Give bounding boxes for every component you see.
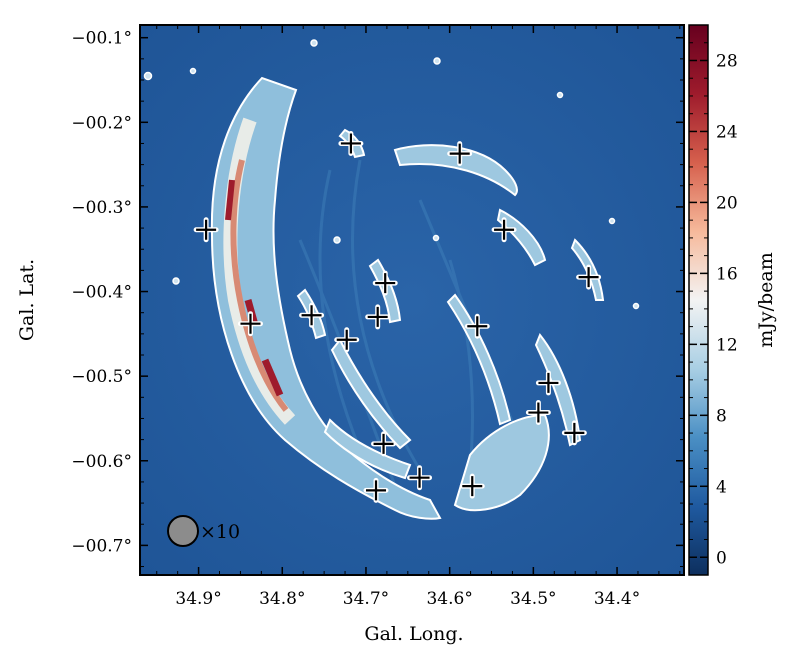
- source-marker: [525, 400, 551, 426]
- y-tick-label: −00.6°: [71, 452, 132, 472]
- beam-annotation: ×10: [200, 521, 240, 543]
- filament: [534, 333, 582, 447]
- point-source: [333, 236, 341, 244]
- texture-streak: [448, 259, 474, 471]
- cb-tick-label: 16: [716, 264, 738, 284]
- source-marker: [447, 141, 473, 167]
- y-tick-label: −00.1°: [71, 29, 132, 49]
- filament: [330, 338, 412, 450]
- source-marker: [464, 313, 490, 339]
- point-source: [433, 57, 441, 65]
- source-marker: [237, 311, 263, 337]
- cb-tick-label: 4: [716, 477, 727, 497]
- y-tick-label: −00.7°: [71, 536, 132, 556]
- plot-frame: [139, 24, 685, 576]
- x-tick-label: 34.7°: [343, 589, 389, 609]
- source-marker: [561, 420, 587, 446]
- x-axis-title: Gal. Long.: [364, 623, 463, 645]
- filament: [323, 418, 412, 480]
- cb-tick-label: 28: [716, 51, 738, 71]
- source-marker: [371, 431, 397, 457]
- y-tick-label: −00.4°: [71, 283, 132, 303]
- point-source: [189, 67, 197, 75]
- source-marker: [363, 477, 389, 503]
- source-marker: [459, 473, 485, 499]
- left-shell-peak: [230, 159, 289, 412]
- point-source: [432, 234, 440, 242]
- cb-tick-label: 8: [716, 406, 727, 426]
- x-tick-label: 34.6°: [426, 589, 472, 609]
- point-source: [172, 277, 180, 285]
- source-marker: [299, 302, 325, 328]
- point-source: [143, 71, 153, 81]
- source-marker: [365, 304, 391, 330]
- peak-spot: [225, 179, 235, 221]
- top-filament: [393, 144, 518, 197]
- beam-ellipse: [167, 515, 199, 547]
- x-tick-label: 34.9°: [175, 589, 221, 609]
- source-marker: [334, 327, 360, 353]
- x-axis: 34.9° 34.8° 34.7° 34.6° 34.5° 34.4°: [156, 25, 681, 609]
- y-tick-label: −00.5°: [71, 367, 132, 387]
- x-tick-label: 34.5°: [510, 589, 556, 609]
- source-marker: [372, 270, 398, 296]
- plot-area: ×10: [140, 25, 684, 575]
- y-axis-title: Gal. Lat.: [16, 259, 38, 341]
- colorbar-title: mJy/beam: [755, 252, 777, 348]
- marker-layer: [193, 130, 602, 503]
- source-marker: [407, 465, 433, 491]
- y-tick-label: −00.3°: [71, 198, 132, 218]
- point-source: [556, 91, 564, 99]
- left-shell-region: [210, 76, 442, 520]
- colorbar: [688, 24, 709, 576]
- source-marker: [576, 264, 602, 290]
- point-source: [608, 217, 616, 225]
- x-tick-label: 34.4°: [594, 589, 640, 609]
- cb-tick-label: 12: [716, 335, 738, 355]
- y-axis: −00.1° −00.2° −00.3° −00.4° −00.5° −00.6° −00.…: [71, 29, 684, 568]
- source-marker: [193, 217, 219, 243]
- peak-spot: [261, 358, 284, 397]
- point-sources: [143, 39, 640, 310]
- point-source: [632, 302, 640, 310]
- cb-tick-label: 0: [716, 548, 727, 568]
- cb-tick-label: 24: [716, 122, 738, 142]
- point-source: [310, 39, 318, 47]
- colorbar-axis: 0 4 8 12 16 20 24 28: [689, 42, 738, 568]
- texture-streak: [318, 169, 362, 451]
- y-tick-label: −00.2°: [71, 113, 132, 133]
- left-shell: [210, 76, 442, 520]
- source-marker: [338, 130, 364, 156]
- source-marker: [491, 217, 517, 243]
- cb-tick-label: 20: [716, 193, 738, 213]
- x-tick-label: 34.8°: [259, 589, 305, 609]
- source-marker: [535, 370, 561, 396]
